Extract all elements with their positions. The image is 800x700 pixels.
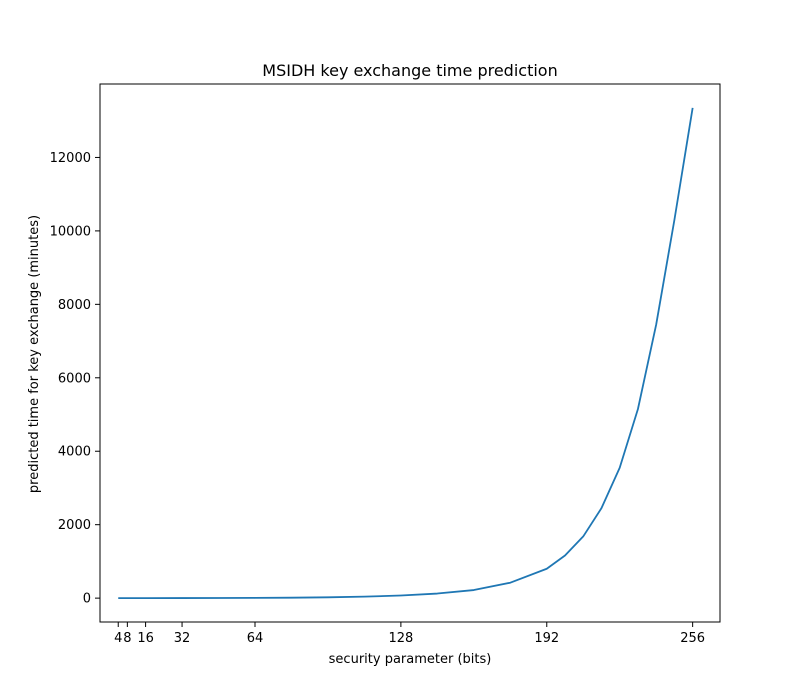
x-tick-label: 64 — [247, 631, 264, 646]
y-tick-label: 8000 — [58, 298, 91, 313]
chart-title: MSIDH key exchange time prediction — [262, 61, 557, 80]
x-tick-label: 192 — [534, 631, 559, 646]
y-axis-label: predicted time for key exchange (minutes… — [27, 215, 42, 493]
plot-area — [99, 83, 721, 623]
x-tick-label: 16 — [137, 631, 154, 646]
x-axis-label: security parameter (bits) — [329, 652, 492, 667]
y-tick-label: 6000 — [58, 371, 91, 386]
y-tick-label: 4000 — [58, 445, 91, 460]
y-tick-label: 12000 — [50, 151, 91, 166]
x-axis: 4 8 16 32 64 128 192 256 — [114, 622, 705, 646]
plot-frame — [99, 83, 721, 623]
y-tick-label: 2000 — [58, 518, 91, 533]
y-tick-label: 10000 — [50, 224, 91, 239]
x-tick-label: 32 — [174, 631, 191, 646]
x-tick-label: 256 — [680, 631, 705, 646]
y-axis: 0 2000 4000 6000 8000 10000 12000 — [50, 151, 100, 607]
y-tick-label: 0 — [83, 592, 91, 607]
x-tick-label: 4 — [114, 631, 122, 646]
x-tick-label: 128 — [388, 631, 413, 646]
x-tick-label: 8 — [123, 631, 131, 646]
series-line-0 — [118, 107, 694, 600]
